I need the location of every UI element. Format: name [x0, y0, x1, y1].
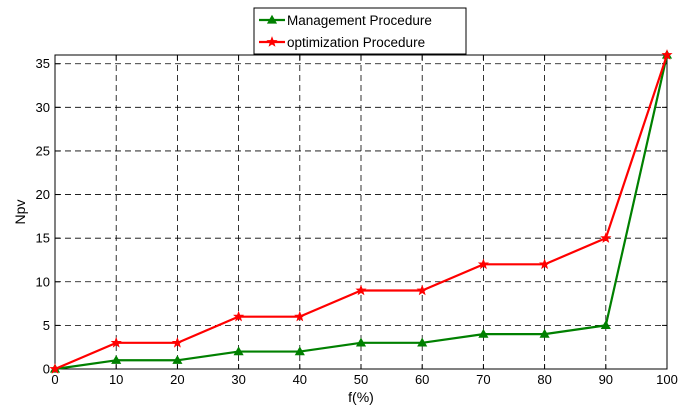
data-point: [661, 49, 673, 60]
data-point: [233, 310, 245, 322]
series-line: [54, 54, 669, 371]
data-point: [539, 258, 551, 270]
data-point: [478, 328, 489, 338]
data-point: [110, 336, 122, 348]
data-point: [111, 355, 122, 364]
legend-entry: optimization Procedure: [259, 35, 425, 50]
series-optimization-procedure: [49, 49, 673, 374]
legend-marker: [266, 14, 278, 24]
data-point: [49, 363, 61, 374]
x-tick-label: 60: [415, 372, 429, 387]
data-point: [294, 310, 306, 322]
x-tick-label: 0: [51, 372, 58, 387]
x-tick-label: 40: [293, 372, 307, 387]
y-axis-title: Npv: [12, 200, 28, 225]
y-tick-label: 25: [36, 143, 50, 158]
legend-marker: [266, 36, 278, 47]
series-line: [54, 54, 669, 371]
data-point: [172, 355, 183, 364]
data-point: [355, 337, 367, 347]
plot-frame: [54, 54, 668, 370]
x-tick-label: 20: [170, 372, 184, 387]
y-tick-label: 15: [36, 231, 50, 246]
x-tick-label: 80: [537, 372, 551, 387]
x-tick-label: 10: [109, 372, 123, 387]
x-tick-label: 30: [231, 372, 245, 387]
series-layer: [49, 49, 673, 374]
data-point: [600, 320, 611, 330]
y-tick-label: 0: [43, 362, 50, 377]
legend-label: Management Procedure: [287, 13, 432, 28]
legend-label: optimization Procedure: [287, 35, 425, 50]
y-tick-label: 20: [36, 187, 50, 202]
data-point: [416, 284, 428, 296]
data-point: [600, 232, 612, 243]
data-point: [294, 346, 305, 356]
x-axis-title: f(%): [348, 389, 374, 405]
data-point: [417, 337, 428, 347]
y-tick-label: 35: [36, 56, 50, 71]
legend: Management Procedure optimization Procedu…: [253, 7, 467, 55]
x-tick-label: 50: [354, 372, 368, 387]
axis-ticks: 0 10 20 30 40 50 60 70 80 90 100 0 5 10 15 20 25 30 35: [36, 55, 678, 387]
data-point: [539, 328, 550, 338]
data-point: [171, 336, 183, 348]
legend-box: [253, 7, 467, 55]
y-tick-label: 30: [36, 100, 50, 115]
x-tick-label: 90: [599, 372, 613, 387]
data-point: [233, 346, 244, 356]
data-point: [355, 284, 367, 296]
x-tick-label: 70: [476, 372, 490, 387]
y-tick-label: 5: [43, 318, 50, 333]
y-tick-label: 10: [36, 274, 50, 289]
grid-lines: [55, 55, 667, 369]
data-point: [477, 258, 489, 270]
legend-entry: Management Procedure: [259, 13, 432, 28]
x-tick-label: 100: [656, 372, 678, 387]
